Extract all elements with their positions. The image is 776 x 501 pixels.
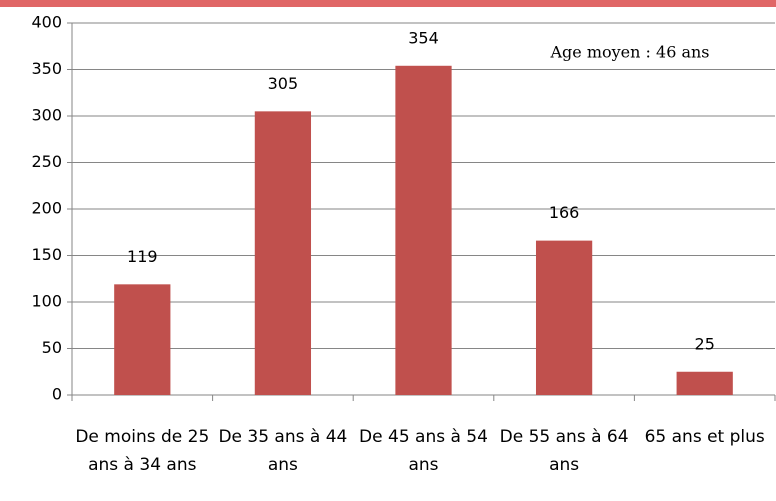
top-strip <box>0 0 776 7</box>
y-tick-label: 400 <box>31 13 62 32</box>
annotation: Age moyen : 46 ans <box>549 43 709 62</box>
y-tick-label: 100 <box>31 292 62 311</box>
bar <box>254 111 312 395</box>
y-tick-label: 250 <box>31 152 62 171</box>
bar <box>535 240 593 395</box>
data-label: 25 <box>695 334 715 353</box>
data-label: 305 <box>268 74 299 93</box>
x-tick-label: De 55 ans à 64 ans <box>499 427 629 475</box>
data-label: 166 <box>549 203 580 222</box>
bar <box>114 284 171 395</box>
y-tick-label: 300 <box>31 106 62 125</box>
x-tick-label: De moins de 25 ans à 34 ans <box>75 427 210 475</box>
y-tick-label: 200 <box>31 199 62 218</box>
y-tick-label: 0 <box>52 385 62 404</box>
x-tick-label: 65 ans et plus <box>644 427 765 447</box>
y-tick-label: 150 <box>31 245 62 264</box>
data-label: 119 <box>127 247 158 266</box>
bar <box>676 371 733 395</box>
y-tick-label: 50 <box>42 338 62 357</box>
x-tick-label: De 45 ans à 54 ans <box>359 427 488 475</box>
y-tick-label: 350 <box>31 59 62 78</box>
x-tick-label: De 35 ans à 44 ans <box>218 427 348 475</box>
data-label: 354 <box>408 28 439 47</box>
bar <box>395 65 452 395</box>
